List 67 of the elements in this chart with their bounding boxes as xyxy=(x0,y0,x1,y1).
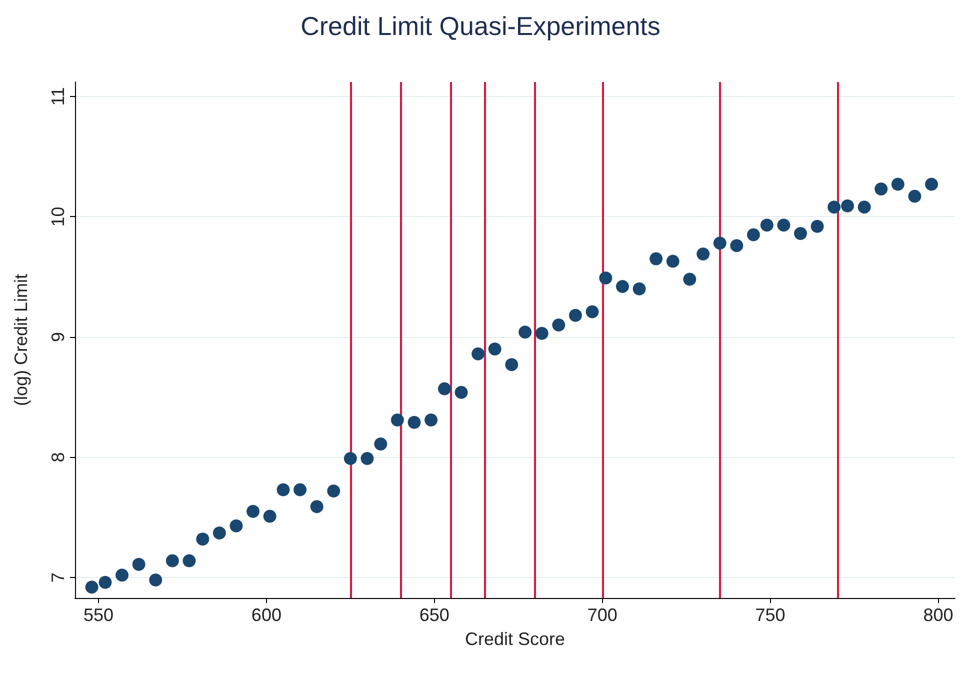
point xyxy=(586,305,599,318)
y-tick-label: 10 xyxy=(48,206,68,227)
x-tick-label: 600 xyxy=(251,605,282,625)
point xyxy=(568,308,582,322)
x-tick-label: 550 xyxy=(83,605,114,625)
point xyxy=(632,282,646,296)
y-tick-label: 9 xyxy=(48,332,68,342)
point xyxy=(828,200,841,214)
point xyxy=(196,532,210,546)
point xyxy=(374,438,388,451)
point xyxy=(746,228,760,242)
y-axis-title: (log) Credit Limit xyxy=(11,274,31,406)
point xyxy=(535,326,548,340)
point xyxy=(874,182,888,196)
point xyxy=(552,318,566,332)
point xyxy=(777,218,790,232)
point xyxy=(794,227,807,240)
chart-title: Credit Limit Quasi-Experiments xyxy=(300,11,660,41)
point xyxy=(327,484,340,498)
point xyxy=(85,580,98,594)
point xyxy=(149,573,162,586)
point xyxy=(212,526,226,540)
point xyxy=(246,504,260,518)
point xyxy=(713,236,726,250)
point xyxy=(908,190,922,203)
point xyxy=(344,452,357,465)
point xyxy=(810,220,824,233)
point xyxy=(488,342,502,356)
point xyxy=(166,554,179,568)
x-tick-label: 750 xyxy=(755,605,786,625)
point xyxy=(760,218,774,232)
point xyxy=(891,178,904,191)
point xyxy=(132,558,146,571)
point xyxy=(116,568,129,582)
point xyxy=(683,272,696,286)
y-tick-label: 8 xyxy=(48,452,68,462)
point xyxy=(360,452,374,465)
point xyxy=(650,252,663,266)
point xyxy=(454,386,468,399)
point xyxy=(730,239,744,252)
point xyxy=(424,413,438,426)
point xyxy=(310,500,324,514)
y-tick-label: 7 xyxy=(48,572,68,583)
point xyxy=(666,254,680,268)
point xyxy=(294,483,307,496)
point xyxy=(858,200,871,214)
point xyxy=(98,576,112,589)
x-tick-label: 700 xyxy=(587,605,618,625)
point xyxy=(505,358,518,372)
point xyxy=(841,199,854,212)
point xyxy=(263,510,276,523)
point xyxy=(518,326,532,339)
point xyxy=(925,178,938,191)
point xyxy=(438,382,451,396)
point xyxy=(230,519,243,532)
point xyxy=(390,413,404,426)
point xyxy=(182,554,196,568)
x-tick-label: 650 xyxy=(419,605,450,625)
x-axis-title: Credit Score xyxy=(464,629,566,649)
x-tick-label: 800 xyxy=(923,605,954,625)
point xyxy=(276,483,290,496)
point xyxy=(616,280,629,293)
y-tick-label: 11 xyxy=(48,87,68,106)
point xyxy=(472,347,485,360)
point xyxy=(408,416,421,429)
point xyxy=(696,248,710,260)
point xyxy=(599,272,612,285)
